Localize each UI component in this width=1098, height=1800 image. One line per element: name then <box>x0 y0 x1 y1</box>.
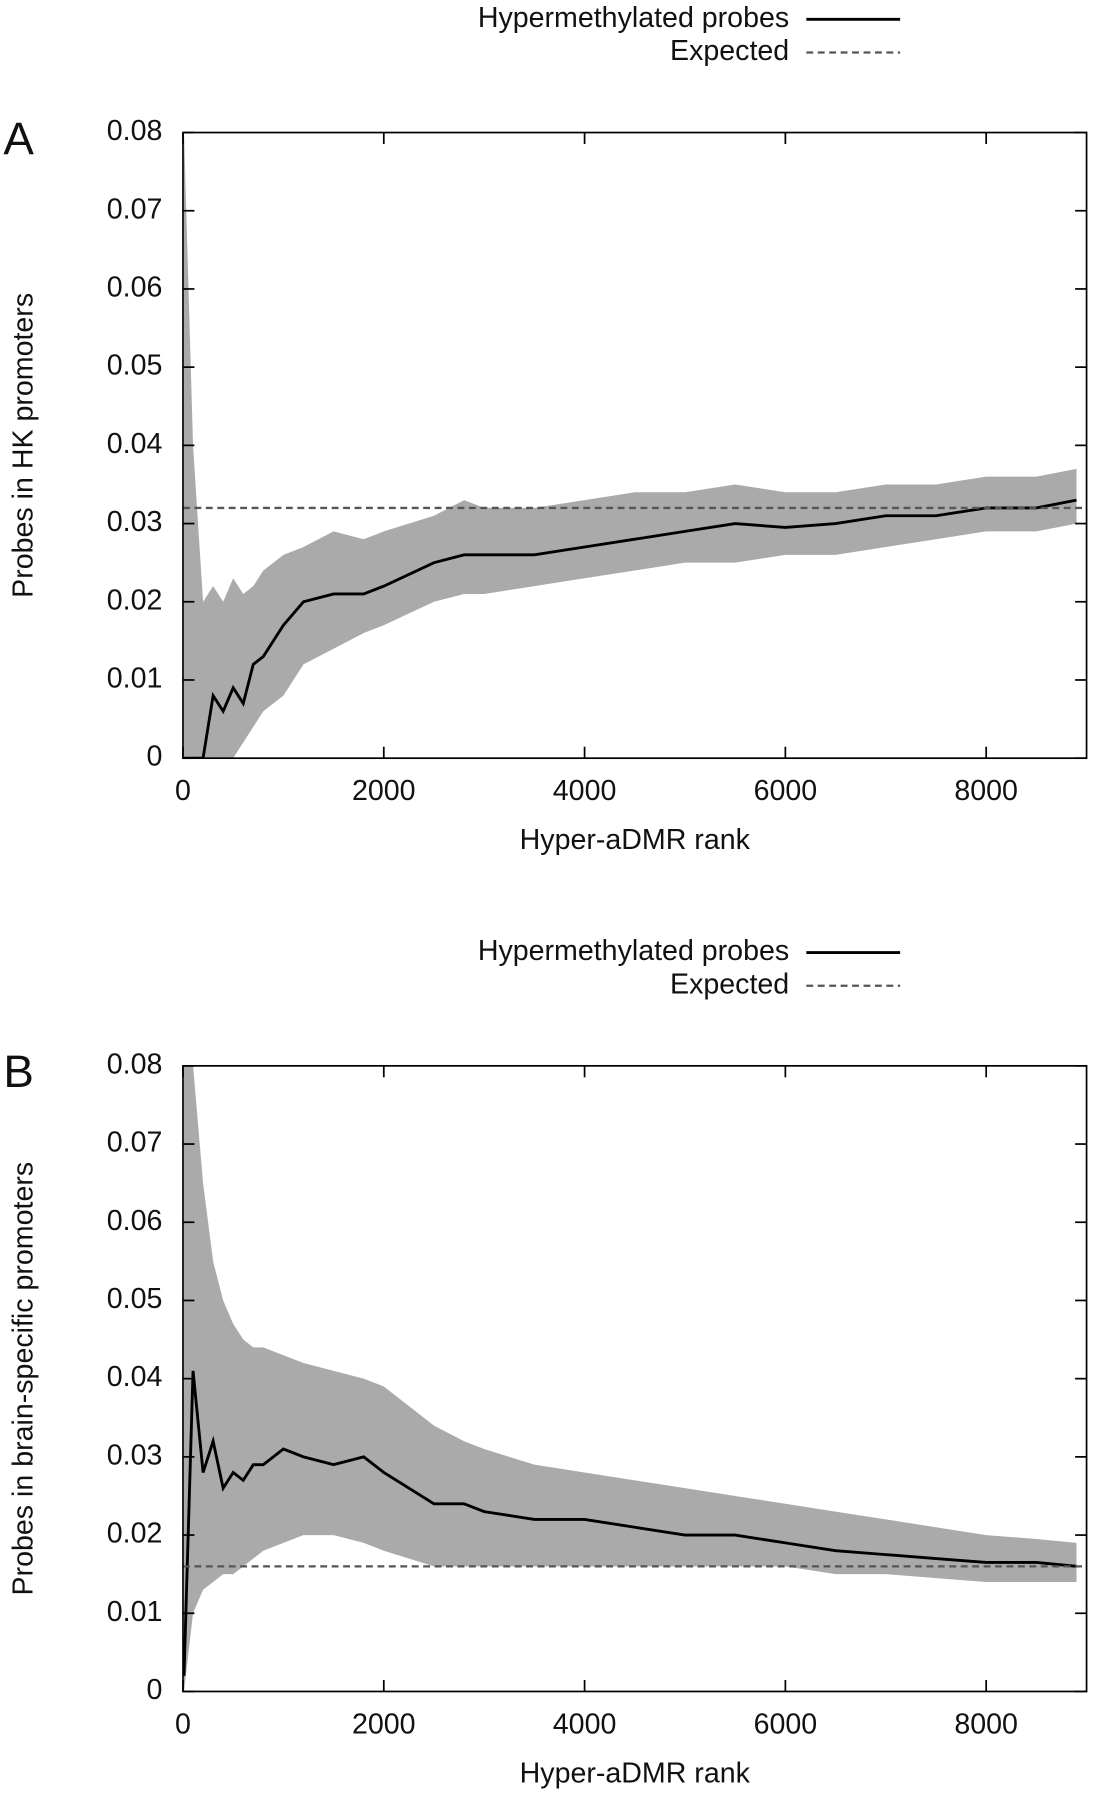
x-tick-label: 4000 <box>553 1708 617 1740</box>
x-tick-label: 8000 <box>954 1708 1018 1740</box>
y-axis-label: Probes in HK promoters <box>8 293 40 598</box>
y-tick-label: 0.08 <box>107 115 163 147</box>
y-tick-label: 0.03 <box>107 1439 163 1471</box>
y-tick-label: 0.07 <box>107 193 163 225</box>
y-tick-label: 0.01 <box>107 663 163 695</box>
legend-label: Hypermethylated probes <box>478 2 789 34</box>
y-axis-label: Probes in brain-specific promoters <box>8 1162 40 1596</box>
x-tick-label: 0 <box>175 775 191 807</box>
x-tick-label: 6000 <box>754 775 818 807</box>
plot-frame <box>182 131 1088 760</box>
x-axis-label: Hyper-aDMR rank <box>520 1758 751 1790</box>
y-tick-label: 0.03 <box>107 506 163 538</box>
data-line <box>183 1370 1077 1676</box>
data-line <box>184 498 1077 759</box>
y-tick-label: 0 <box>147 1674 163 1706</box>
y-tick-label: 0 <box>147 741 163 773</box>
y-tick-label: 0.05 <box>107 1283 163 1315</box>
x-tick-label: 2000 <box>352 775 416 807</box>
x-axis-label: Hyper-aDMR rank <box>520 824 751 856</box>
x-tick-label: 6000 <box>754 1708 818 1740</box>
confidence-band <box>184 1065 1077 1692</box>
y-tick-label: 0.02 <box>107 1518 163 1550</box>
legend-label: Hypermethylated probes <box>478 935 789 967</box>
y-tick-label: 0.08 <box>107 1048 163 1080</box>
legend-label: Expected <box>670 35 789 67</box>
x-tick-label: 4000 <box>553 775 617 807</box>
confidence-band <box>184 132 1077 759</box>
legend-label: Expected <box>670 968 789 1000</box>
panel-label: B <box>3 1046 34 1097</box>
x-tick-label: 0 <box>175 1708 191 1740</box>
y-tick-label: 0.05 <box>107 350 163 382</box>
y-tick-label: 0.02 <box>107 584 163 616</box>
y-tick-label: 0.01 <box>107 1596 163 1628</box>
panel-label: A <box>3 113 34 164</box>
y-tick-label: 0.06 <box>107 1205 163 1237</box>
y-tick-label: 0.06 <box>107 271 163 303</box>
x-tick-label: 8000 <box>954 775 1018 807</box>
y-tick-label: 0.07 <box>107 1127 163 1159</box>
y-tick-label: 0.04 <box>107 428 163 460</box>
y-tick-label: 0.04 <box>107 1361 163 1393</box>
x-tick-label: 2000 <box>352 1708 416 1740</box>
